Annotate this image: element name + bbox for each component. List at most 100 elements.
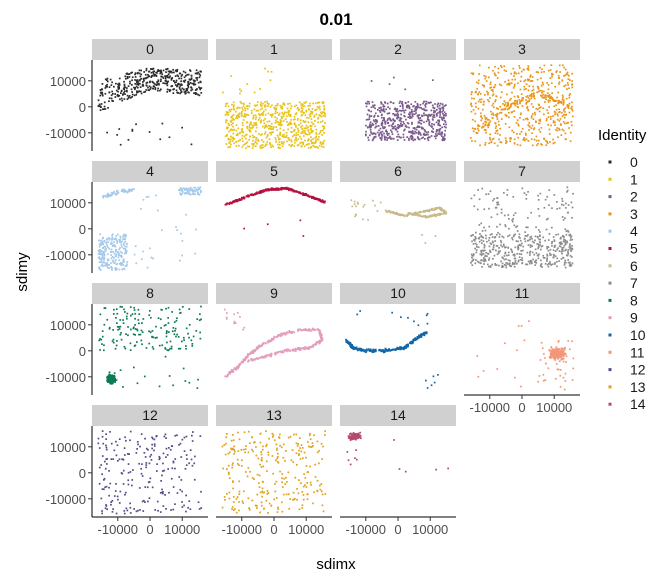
data-point [487,193,490,195]
data-point [556,70,558,72]
data-point [118,259,121,261]
data-point [141,322,143,324]
data-point [443,139,445,142]
data-point [188,83,191,85]
data-point [494,264,497,266]
data-point [543,90,545,93]
data-point [423,331,425,334]
data-point [279,121,282,124]
data-point [241,197,244,199]
data-point [565,72,568,75]
data-point [186,192,189,195]
data-point [558,207,561,210]
data-point [535,139,538,142]
data-point [195,189,198,192]
data-point [320,143,323,145]
data-point [124,311,126,313]
data-point [500,118,503,120]
data-point [279,122,282,125]
data-point [295,134,297,136]
data-point [287,349,290,351]
data-point [279,138,281,140]
data-point [564,228,567,231]
data-point [154,88,157,91]
data-point [302,135,305,137]
data-point [119,305,122,308]
data-point [294,348,297,351]
data-point [237,367,239,370]
data-point [199,331,201,334]
data-point [99,338,101,340]
data-point [230,75,232,77]
data-point [297,134,299,136]
data-point [523,88,526,91]
data-point [115,193,118,196]
data-point [510,103,513,105]
data-point [472,254,475,257]
data-point [491,240,494,243]
facet-strip-label: 7 [518,163,526,179]
data-point [380,109,383,112]
data-point [126,317,128,320]
data-point [381,137,383,139]
data-point [425,209,427,212]
data-point [378,107,381,109]
data-point [386,134,389,137]
data-point [380,114,383,117]
data-point [140,77,142,80]
data-point [192,82,195,85]
data-point [241,146,244,148]
data-point [193,92,195,94]
data-point [372,105,375,108]
data-point [142,318,145,320]
facet-panel-10: 10 [340,283,456,389]
data-point [470,105,473,107]
data-point [527,118,529,121]
data-point [187,86,190,89]
data-point [100,264,103,267]
data-point [120,92,122,94]
data-point [419,103,422,106]
data-point [262,342,265,344]
data-point [441,131,443,134]
data-point [101,257,103,259]
data-point [270,71,273,73]
data-point [518,256,521,258]
data-point [428,210,431,212]
data-point [476,260,479,263]
data-point [266,143,268,146]
data-point [124,265,127,267]
data-point [561,250,564,252]
data-point [538,128,541,131]
data-point [548,128,551,131]
data-point [199,88,202,91]
data-point [470,137,472,139]
data-point [543,64,546,67]
data-point [564,249,566,252]
data-point [193,83,195,86]
data-point [274,110,277,113]
data-point [438,129,441,132]
data-point [381,121,383,124]
data-point [121,262,124,264]
data-point [490,113,493,116]
data-point [382,119,384,122]
data-point [491,94,494,97]
data-point [397,133,400,136]
data-point [107,194,110,196]
data-point [255,130,257,133]
data-point [261,355,264,358]
data-point [396,135,398,138]
data-point [169,75,171,78]
data-point [488,100,490,103]
data-point [117,328,119,331]
data-point [242,105,245,108]
data-point [405,344,408,347]
data-point [118,248,121,251]
data-point [553,110,556,113]
data-point [144,77,146,80]
data-point [171,85,174,87]
data-point [520,75,523,78]
data-point [535,135,538,138]
data-point [112,329,114,331]
